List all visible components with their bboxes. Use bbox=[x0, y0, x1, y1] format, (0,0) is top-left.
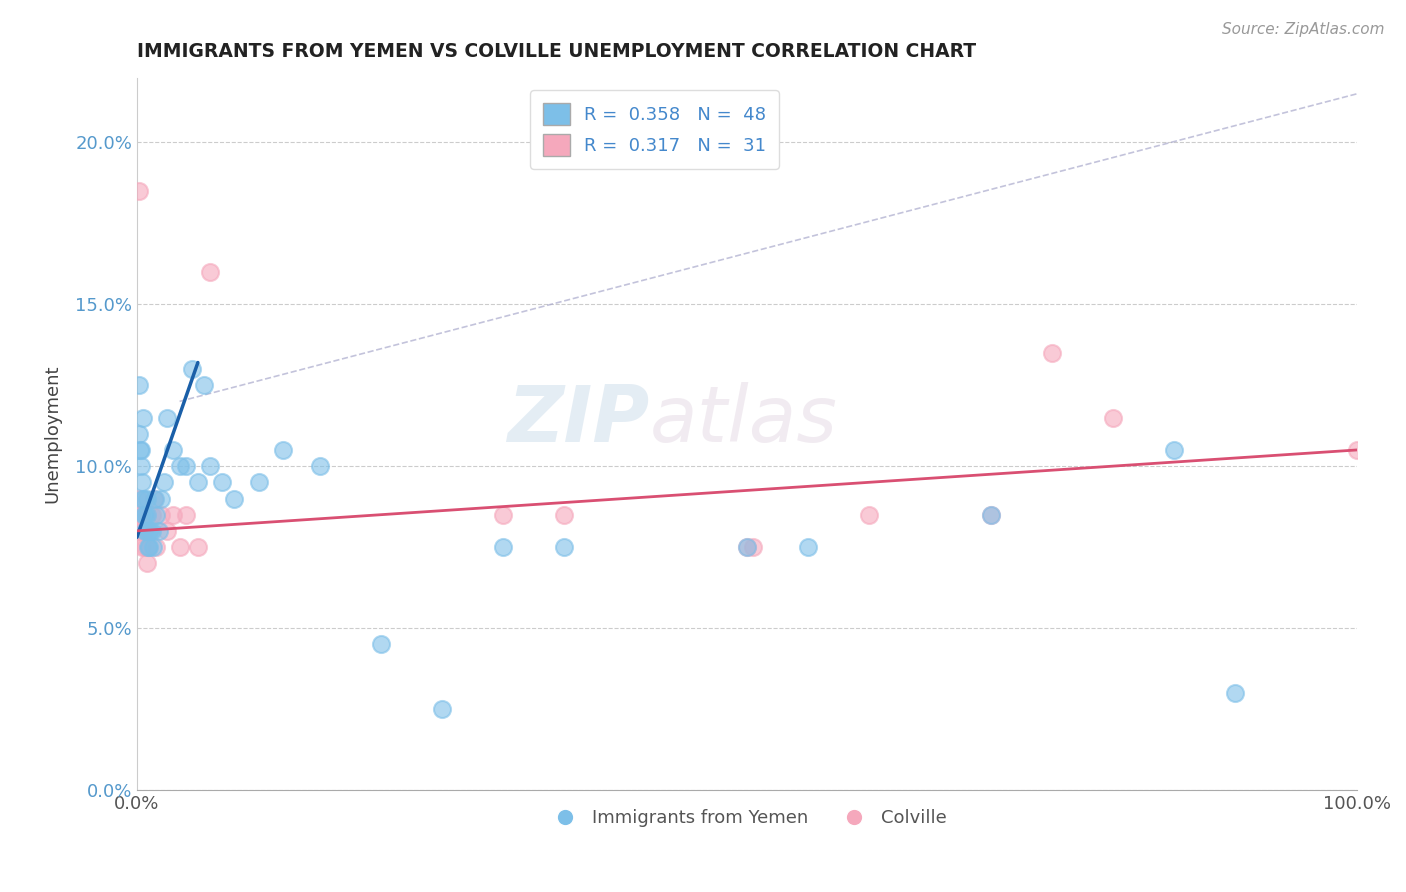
Point bbox=[430, 702, 453, 716]
Point bbox=[139, 524, 162, 538]
Point bbox=[134, 524, 156, 538]
Point bbox=[134, 524, 156, 538]
Point bbox=[128, 184, 150, 198]
Point bbox=[224, 491, 246, 506]
Point bbox=[180, 362, 202, 376]
Point bbox=[135, 524, 157, 538]
Point bbox=[174, 459, 197, 474]
Point bbox=[128, 508, 150, 522]
Point bbox=[145, 508, 167, 522]
Point bbox=[131, 491, 153, 506]
Point bbox=[553, 508, 575, 522]
Point bbox=[129, 459, 152, 474]
Point bbox=[134, 540, 156, 554]
Point bbox=[129, 508, 152, 522]
Point bbox=[797, 540, 820, 554]
Point bbox=[135, 491, 157, 506]
Point bbox=[169, 459, 191, 474]
Y-axis label: Unemployment: Unemployment bbox=[44, 365, 60, 503]
Point bbox=[169, 540, 191, 554]
Point bbox=[1102, 410, 1125, 425]
Point bbox=[138, 524, 160, 538]
Point bbox=[187, 540, 209, 554]
Point bbox=[858, 508, 880, 522]
Point bbox=[1040, 346, 1063, 360]
Point bbox=[162, 508, 184, 522]
Point bbox=[187, 475, 209, 490]
Point bbox=[135, 556, 157, 570]
Point bbox=[134, 508, 156, 522]
Point bbox=[136, 508, 159, 522]
Point bbox=[128, 524, 150, 538]
Point bbox=[131, 540, 153, 554]
Point bbox=[142, 540, 165, 554]
Point bbox=[150, 508, 173, 522]
Point bbox=[138, 540, 160, 554]
Point bbox=[735, 540, 758, 554]
Point bbox=[156, 410, 179, 425]
Point bbox=[193, 378, 215, 392]
Point bbox=[152, 475, 174, 490]
Point bbox=[148, 524, 170, 538]
Point bbox=[980, 508, 1002, 522]
Point bbox=[492, 508, 515, 522]
Text: Source: ZipAtlas.com: Source: ZipAtlas.com bbox=[1222, 22, 1385, 37]
Point bbox=[370, 637, 392, 651]
Point bbox=[138, 540, 160, 554]
Point bbox=[136, 540, 159, 554]
Point bbox=[156, 524, 179, 538]
Point bbox=[131, 475, 153, 490]
Point bbox=[128, 426, 150, 441]
Point bbox=[174, 508, 197, 522]
Point bbox=[142, 491, 165, 506]
Point bbox=[247, 475, 270, 490]
Point bbox=[198, 459, 221, 474]
Text: IMMIGRANTS FROM YEMEN VS COLVILLE UNEMPLOYMENT CORRELATION CHART: IMMIGRANTS FROM YEMEN VS COLVILLE UNEMPL… bbox=[136, 42, 976, 61]
Point bbox=[141, 508, 163, 522]
Point bbox=[132, 491, 155, 506]
Point bbox=[129, 442, 152, 457]
Point bbox=[1163, 442, 1185, 457]
Point bbox=[128, 378, 150, 392]
Point bbox=[553, 540, 575, 554]
Point bbox=[271, 442, 294, 457]
Point bbox=[309, 459, 332, 474]
Point bbox=[145, 540, 167, 554]
Point bbox=[141, 524, 163, 538]
Point bbox=[211, 475, 233, 490]
Point bbox=[162, 442, 184, 457]
Point bbox=[198, 265, 221, 279]
Point bbox=[132, 524, 155, 538]
Text: atlas: atlas bbox=[650, 382, 837, 458]
Point bbox=[129, 442, 152, 457]
Legend: Immigrants from Yemen, Colville: Immigrants from Yemen, Colville bbox=[540, 802, 953, 834]
Point bbox=[127, 491, 149, 506]
Point bbox=[742, 540, 765, 554]
Point bbox=[735, 540, 758, 554]
Point bbox=[134, 508, 156, 522]
Point bbox=[143, 491, 166, 506]
Point bbox=[132, 410, 155, 425]
Point bbox=[980, 508, 1002, 522]
Point bbox=[150, 491, 173, 506]
Point bbox=[1346, 442, 1368, 457]
Point bbox=[136, 524, 159, 538]
Text: ZIP: ZIP bbox=[508, 382, 650, 458]
Point bbox=[492, 540, 515, 554]
Point bbox=[1223, 686, 1246, 700]
